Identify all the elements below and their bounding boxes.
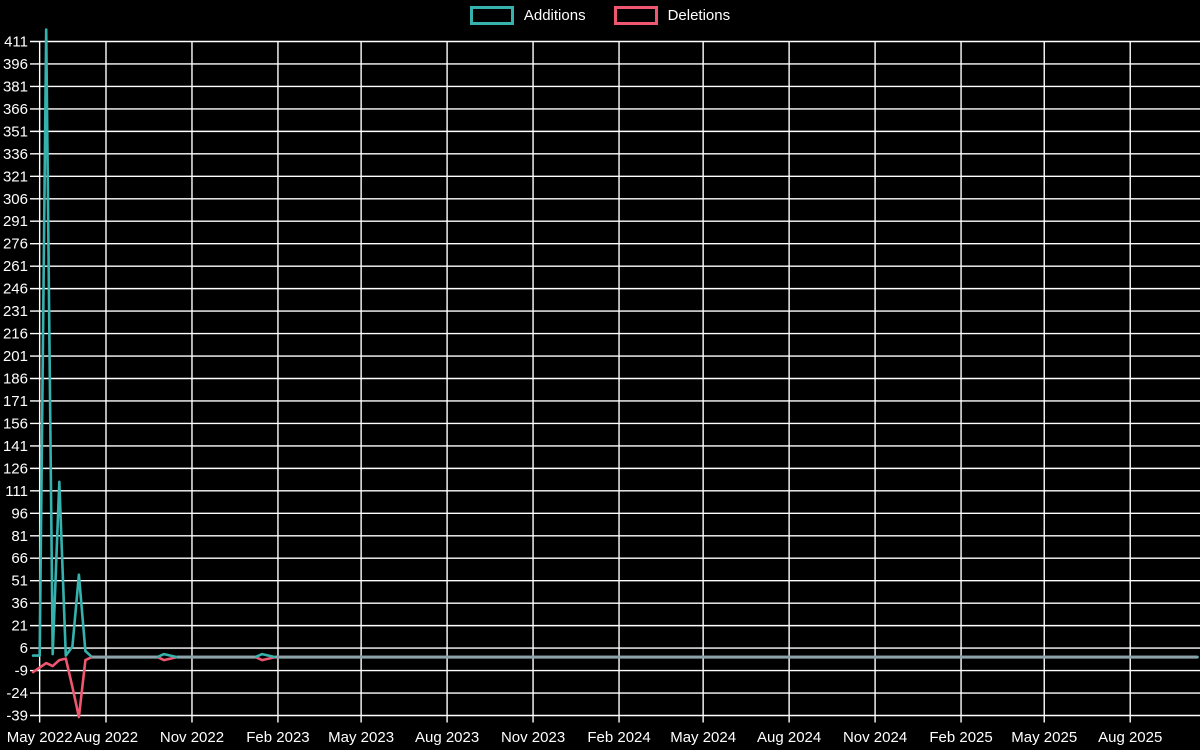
x-tick-label: Aug 2022: [74, 729, 138, 746]
y-tick-label: 246: [3, 281, 28, 298]
y-tick-label: 51: [11, 573, 28, 590]
y-tick-label: 156: [3, 415, 28, 432]
y-tick-label: -9: [15, 663, 28, 680]
y-tick-label: 336: [3, 146, 28, 163]
y-tick-label: 306: [3, 191, 28, 208]
series-line-additions: [31, 28, 1199, 659]
x-tick-label: Feb 2023: [246, 729, 309, 746]
y-tick-label: 81: [11, 528, 28, 545]
y-tick-label: 96: [11, 505, 28, 522]
x-tick-label: Aug 2025: [1098, 729, 1162, 746]
y-tick-label: 396: [3, 56, 28, 73]
y-tick-label: 171: [3, 393, 28, 410]
y-tick-label: -39: [6, 708, 28, 725]
x-tick-label: Feb 2024: [587, 729, 650, 746]
y-tick-label: 141: [3, 438, 28, 455]
y-tick-label: 381: [3, 78, 28, 95]
deletions-swatch-icon: [613, 6, 658, 25]
y-tick-label: 261: [3, 258, 28, 275]
y-tick-label: 111: [5, 483, 28, 500]
x-tick-label: May 2024: [670, 729, 736, 746]
y-tick-label: -24: [6, 685, 28, 702]
chart-legend: Additions Deletions: [0, 6, 1200, 25]
x-tick-label: May 2023: [328, 729, 394, 746]
x-tick-label: May 2022: [7, 729, 73, 746]
y-tick-label: 186: [3, 371, 28, 388]
y-tick-label: 291: [3, 213, 28, 230]
y-tick-label: 66: [11, 550, 28, 567]
legend-item-additions[interactable]: Additions: [469, 6, 586, 25]
series-line-deletions: [31, 655, 1199, 719]
x-tick-label: May 2025: [1011, 729, 1077, 746]
deletions-legend-label: Deletions: [667, 7, 731, 24]
y-tick-label: 231: [3, 303, 28, 320]
x-tick-label: Feb 2025: [929, 729, 992, 746]
additions-legend-label: Additions: [523, 7, 586, 24]
y-tick-label: 366: [3, 101, 28, 118]
x-tick-label: Aug 2023: [415, 729, 479, 746]
x-tick-label: Aug 2024: [757, 729, 821, 746]
y-tick-label: 36: [11, 595, 28, 612]
y-tick-label: 201: [3, 348, 28, 365]
x-tick-label: Nov 2024: [843, 729, 907, 746]
y-tick-label: 6: [20, 640, 28, 657]
y-tick-label: 351: [3, 123, 28, 140]
y-tick-label: 126: [3, 460, 28, 477]
y-tick-label: 276: [3, 236, 28, 253]
y-tick-label: 21: [11, 618, 28, 635]
y-tick-label: 216: [3, 326, 28, 343]
x-tick-label: Nov 2022: [160, 729, 224, 746]
additions-swatch-icon: [469, 6, 514, 25]
legend-item-deletions[interactable]: Deletions: [613, 6, 731, 25]
y-tick-label: 321: [3, 168, 28, 185]
y-tick-label: 411: [4, 34, 28, 51]
x-tick-label: Nov 2023: [501, 729, 565, 746]
